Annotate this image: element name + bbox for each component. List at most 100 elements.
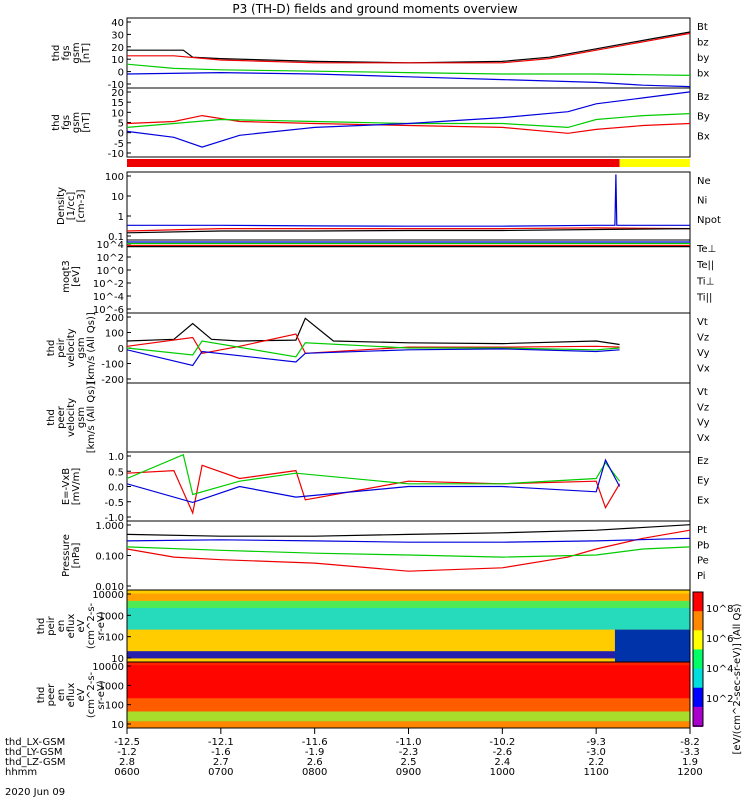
legend-entry: Ez (697, 456, 709, 467)
mode-bar-fast (619, 159, 690, 167)
legend-entry: Te|| (696, 260, 714, 271)
colorbar-tick: 10^8 (706, 604, 733, 615)
y-tick-label: 10 (111, 192, 124, 203)
y-tick-label: 10^4 (97, 240, 124, 251)
time-row-value: 0700 (208, 767, 233, 778)
time-row-value: 1.9 (682, 757, 698, 768)
panel-frame-temp (126, 239, 691, 314)
y-axis-label: moqt3[eV] (61, 260, 82, 293)
y-tick-label: 10^0 (97, 266, 124, 277)
colorbar-segment (693, 592, 703, 613)
spectrogram-band (127, 593, 690, 601)
time-row-value: -9.3 (586, 737, 606, 748)
legend-entry: Ti|| (696, 293, 712, 304)
panel-frame-ele_v (126, 382, 691, 453)
colorbar-frame (692, 591, 704, 727)
series-line-Vz (126, 333, 620, 354)
plot-title: P3 (TH-D) fields and ground moments over… (232, 2, 518, 16)
time-row-value: 1100 (583, 767, 608, 778)
legend-entry: Pt (697, 525, 707, 536)
legend-entry: By (697, 112, 710, 123)
series-line-Bx (126, 91, 691, 148)
time-row-value: -12.1 (208, 737, 234, 748)
y-tick-label: 10^2 (97, 253, 124, 264)
y-axis-label: E=-VxB[mV/m] (61, 468, 82, 506)
time-row-label: thd_LZ-GSM (5, 757, 66, 768)
colorbar-segment (693, 649, 703, 670)
y-tick-label: 0.0 (108, 483, 124, 494)
time-row-value: 0600 (114, 767, 139, 778)
legend-entry: Ex (697, 495, 709, 506)
series-line-Pi (126, 537, 691, 543)
time-row-value: 2.6 (307, 757, 323, 768)
y-tick-label: -5 (114, 139, 124, 150)
legend-entry: Vt (697, 387, 708, 398)
y-tick-label: 10000 (92, 662, 124, 673)
y-tick-label: 1.0 (108, 452, 124, 463)
y-tick-label: 10 (111, 108, 124, 119)
y-tick-label: 10 (111, 654, 124, 665)
time-row-value: -2.3 (399, 747, 419, 758)
series-line-bz (127, 32, 691, 64)
series-line-Pt (126, 524, 691, 537)
legend-entry: Pe (697, 556, 709, 567)
y-tick-label: 100 (105, 701, 124, 712)
y-tick-label: 0.100 (95, 552, 124, 563)
colorbar-segment (693, 706, 703, 727)
time-row-value: 1000 (490, 767, 515, 778)
legend-entry: Vx (697, 364, 710, 375)
series-line-Vy (126, 340, 620, 358)
series-line-Pe (126, 546, 691, 558)
spectrogram-band (127, 608, 690, 630)
panel-frame-fgs (126, 17, 691, 89)
y-tick-label: 10000 (92, 590, 124, 601)
y-axis-label: Density[1/cc][cm-3] (56, 187, 87, 225)
time-row-value: 2.2 (588, 757, 604, 768)
legend-entry: Npot (697, 215, 721, 226)
y-tick-label: 10^-4 (93, 292, 124, 303)
time-row-value: -2.6 (493, 747, 513, 758)
y-tick-label: 15 (111, 98, 124, 109)
time-row-label: thd_LY-GSM (5, 747, 62, 758)
series-line-Ey (126, 453, 621, 496)
y-tick-label: 10 (111, 720, 124, 731)
y-axis-label: thdfgsgsm[nT] (51, 42, 92, 63)
legend-entry: Vy (697, 348, 710, 359)
y-tick-label: 1 (118, 212, 124, 223)
y-tick-label: 0 (118, 68, 124, 79)
series-line-Vx (126, 348, 620, 367)
y-axis-label: thdfgsgsm[nT] (51, 112, 92, 133)
legend-entry: Bx (697, 131, 710, 142)
y-axis-label: Pressure[nPa] (61, 534, 82, 577)
y-axis-label: thdpeirenefluxeV(cm^2-s-sr-eV) (36, 602, 107, 649)
time-row-value: -11.6 (302, 737, 328, 748)
legend-entry: Ti⊥ (696, 276, 714, 287)
time-row-value: -1.2 (117, 747, 137, 758)
y-tick-label: 10 (111, 55, 124, 66)
y-axis-label: thdpeirvelocitygsm[km/s (All Qs)] (46, 312, 97, 384)
legend-entry: Vy (697, 418, 710, 429)
legend-entry: Ey (697, 476, 709, 487)
legend-entry: Vt (697, 317, 708, 328)
y-axis-label: thdpeervelocitygsm[km/s (All Qs)] (46, 382, 97, 454)
y-tick-label: 100 (105, 329, 124, 340)
spectrogram-band (127, 698, 690, 712)
time-row-value: 2.4 (494, 757, 510, 768)
legend-entry: bx (697, 69, 709, 80)
time-row-value: 1200 (677, 767, 702, 778)
legend-entry: Pb (697, 540, 709, 551)
series-line-Ex (126, 458, 621, 504)
y-tick-label: 0.1 (108, 232, 124, 243)
spectrogram-band (127, 651, 690, 659)
colorbar-segment (693, 687, 703, 708)
time-row-value: -11.0 (396, 737, 422, 748)
time-row-value: 2.8 (119, 757, 135, 768)
legend-entry: Bz (697, 92, 709, 103)
time-row-label: hhmm (5, 767, 37, 778)
spectrogram-band (614, 629, 690, 662)
time-row-value: 2.5 (401, 757, 417, 768)
y-tick-label: 40 (111, 18, 124, 29)
legend-entry: Te⊥ (696, 244, 716, 255)
colorbar-tick: 10^6 (706, 634, 733, 645)
